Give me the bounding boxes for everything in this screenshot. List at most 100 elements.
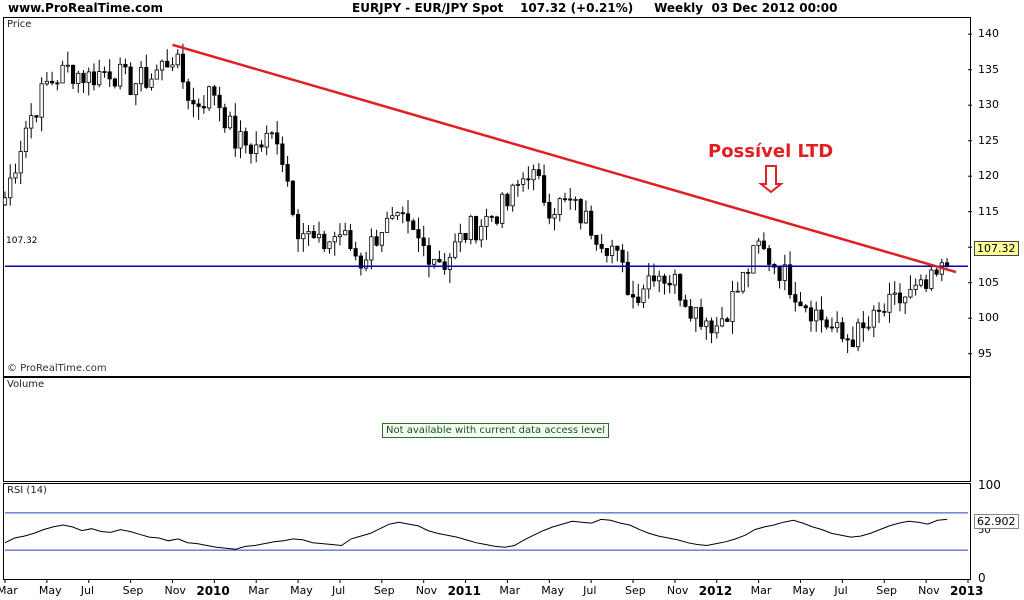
- price-y-tick-label: 95: [978, 346, 992, 360]
- candle-body: [207, 86, 212, 109]
- candle-body: [458, 232, 463, 243]
- x-month-label: Sep: [625, 584, 646, 597]
- candle-body: [118, 63, 123, 87]
- candle-body: [876, 309, 882, 312]
- candle-body: [835, 322, 840, 329]
- candle-body: [751, 245, 756, 274]
- candle-body: [13, 172, 18, 179]
- candle-body: [316, 233, 322, 239]
- candle-body: [39, 83, 44, 118]
- candle-body: [531, 169, 536, 181]
- x-month-label: Nov: [164, 584, 186, 597]
- candle-body: [824, 319, 829, 328]
- x-month-label: May: [290, 584, 313, 597]
- candle-body: [296, 214, 301, 240]
- candle-body: [725, 318, 730, 322]
- candle-body: [526, 178, 531, 181]
- x-month-label: Sep: [373, 584, 395, 597]
- candle-body: [86, 71, 91, 83]
- ticker-line: EURJPY - EUR/JPY Spot 107.32 (+0.21%) We…: [352, 1, 838, 15]
- candle-body: [227, 115, 233, 129]
- candle-body: [662, 275, 667, 284]
- x-year-label: 2013: [950, 584, 984, 598]
- candle-body: [311, 231, 316, 239]
- price-y-tick-label: 125: [978, 133, 999, 147]
- candle-body: [620, 249, 625, 263]
- candle-body: [704, 320, 709, 327]
- candle-body: [536, 169, 541, 176]
- candle-body: [154, 69, 159, 80]
- rsi-panel-label: RSI (14): [7, 485, 47, 496]
- candle-body: [557, 198, 562, 215]
- candle-body: [243, 131, 248, 146]
- candle-body: [882, 310, 887, 313]
- candle-body: [405, 213, 411, 222]
- candle-body: [149, 78, 154, 88]
- candle-body: [599, 243, 604, 249]
- volume-panel: Volume Not available with current data a…: [3, 377, 971, 482]
- candle-body: [343, 230, 348, 236]
- candle-body: [730, 290, 735, 322]
- candle-body: [264, 132, 269, 148]
- candle-body: [60, 64, 65, 84]
- copyright: © ProRealTime.com: [7, 363, 107, 374]
- candle-body: [521, 178, 526, 185]
- candle-body: [123, 63, 128, 68]
- candle-body: [23, 127, 29, 152]
- candle-body: [651, 275, 657, 282]
- candle-body: [358, 255, 363, 269]
- candle-body: [892, 292, 897, 295]
- candle-body: [144, 67, 149, 88]
- price-y-tick-label: 135: [978, 62, 999, 76]
- candle-body: [819, 309, 824, 321]
- candle-body: [468, 216, 473, 241]
- candle-body: [719, 318, 725, 327]
- x-month-label: Jul: [834, 584, 848, 597]
- down-arrow-icon: [758, 165, 784, 194]
- x-year-label: 2010: [196, 584, 230, 598]
- candle-body: [337, 234, 343, 238]
- price-y-tick-label: 120: [978, 169, 999, 183]
- horizontal-level-label: 107.32: [6, 236, 38, 246]
- candle-body: [756, 240, 761, 247]
- candle-body: [275, 132, 280, 145]
- candle-body: [170, 64, 175, 68]
- candle-body: [81, 72, 86, 83]
- candle-body: [934, 269, 939, 275]
- x-month-label: Jul: [583, 584, 597, 597]
- candle-body: [583, 210, 589, 224]
- price-y-tick-label: 140: [978, 27, 999, 41]
- candle-body: [918, 279, 923, 286]
- candle-body: [897, 292, 903, 304]
- candle-body: [845, 338, 850, 341]
- rsi-value-tag: 62.902: [974, 514, 1019, 529]
- candle-body: [793, 294, 798, 303]
- rsi-y-tick-label: 100: [978, 478, 1001, 492]
- rsi-line: [4, 518, 948, 550]
- candle-body: [186, 81, 191, 101]
- candle-body: [688, 306, 693, 319]
- candle-body: [589, 210, 594, 236]
- candle-body: [515, 183, 520, 186]
- candle-body: [180, 53, 186, 83]
- candle-body: [646, 275, 651, 290]
- x-month-label: Sep: [122, 584, 144, 597]
- candle-body: [353, 248, 358, 257]
- candle-body: [65, 64, 70, 67]
- candle-body: [667, 282, 672, 286]
- candle-body: [196, 103, 201, 107]
- candle-body: [322, 233, 327, 250]
- candle-body: [44, 80, 49, 85]
- rsi-y-tick-label: 50: [978, 524, 991, 536]
- site-name: www.ProRealTime.com: [8, 1, 163, 15]
- x-month-label: Nov: [918, 584, 940, 597]
- candle-body: [908, 288, 913, 298]
- candle-body: [107, 71, 112, 80]
- x-month-label: Mar: [499, 584, 521, 597]
- candle-body: [683, 299, 688, 307]
- candle-body: [484, 215, 489, 227]
- candle-body: [610, 245, 615, 256]
- candle-body: [327, 241, 332, 250]
- candle-body: [871, 309, 876, 328]
